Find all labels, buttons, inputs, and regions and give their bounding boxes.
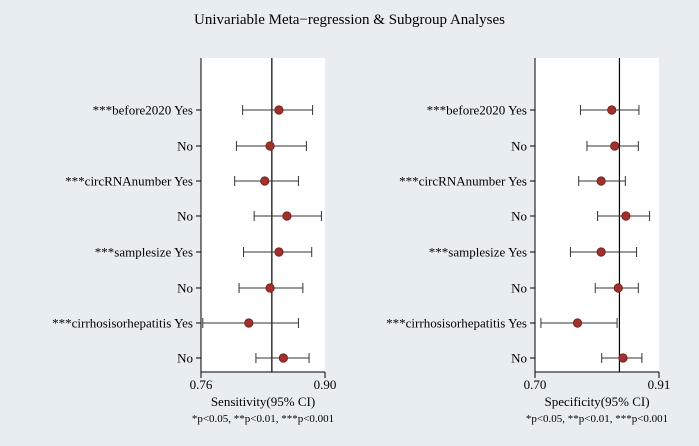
plot-area [201, 58, 325, 372]
row-label: No [511, 209, 527, 224]
figure-title: Univariable Meta−regression & Subgroup A… [194, 12, 505, 28]
row-label: No [177, 139, 193, 154]
point-estimate [613, 283, 623, 293]
row-label: No [511, 351, 527, 366]
point-estimate [282, 211, 292, 221]
point-estimate [265, 283, 275, 293]
forest-row: ***circRNAnumber Yes [65, 174, 299, 189]
row-label: ***samplesize Yes [95, 245, 193, 260]
row-label: No [177, 281, 193, 296]
point-estimate [596, 176, 606, 186]
point-estimate [244, 318, 254, 328]
forest-row: No [177, 139, 307, 154]
forest-row: ***cirrhosisorhepatitis Yes [386, 316, 618, 331]
row-label: ***before2020 Yes [427, 103, 527, 118]
point-estimate [618, 353, 628, 363]
point-estimate [260, 176, 270, 186]
row-label: No [177, 351, 193, 366]
forest-row: No [511, 281, 639, 296]
forest-row: No [511, 209, 651, 224]
point-estimate [278, 353, 288, 363]
x-tick-label: 0.70 [524, 377, 547, 392]
forest-row: No [177, 351, 310, 366]
point-estimate [610, 141, 620, 151]
forest-row: ***before2020 Yes [427, 103, 640, 118]
forest-row: No [177, 281, 304, 296]
point-estimate [274, 105, 284, 115]
forest-row: ***cirrhosisorhepatitis Yes [52, 316, 299, 331]
forest-row: No [177, 209, 322, 224]
row-label: ***cirrhosisorhepatitis Yes [386, 316, 527, 331]
row-label: No [511, 139, 527, 154]
x-axis-title: Specificity(95% CI) [544, 394, 649, 409]
panel-sensitivity: 0.76 0.90 Sensitivity(95% CI) *p<0.05, **p<… [52, 58, 336, 425]
x-tick-label: 0.91 [648, 377, 671, 392]
x-axis-title: Sensitivity(95% CI) [211, 394, 315, 409]
forest-row: No [511, 139, 639, 154]
point-estimate [274, 247, 284, 257]
footnote: *p<0.05, **p<0.01, ***p<0.001 [526, 413, 668, 425]
row-label: ***samplesize Yes [429, 245, 527, 260]
point-estimate [621, 211, 631, 221]
row-label: ***cirrhosisorhepatitis Yes [52, 316, 193, 331]
x-tick-label: 0.76 [190, 377, 213, 392]
row-label: No [177, 209, 193, 224]
row-label: ***circRNAnumber Yes [65, 174, 193, 189]
point-estimate [265, 141, 275, 151]
point-estimate [596, 247, 606, 257]
row-label: ***circRNAnumber Yes [399, 174, 527, 189]
row-label: No [511, 281, 527, 296]
x-tick-label: 0.90 [314, 377, 337, 392]
forest-row: ***samplesize Yes [95, 245, 313, 260]
plot-area [535, 58, 659, 372]
forest-row: ***before2020 Yes [93, 103, 314, 118]
row-label: ***before2020 Yes [93, 103, 193, 118]
forest-row: ***circRNAnumber Yes [399, 174, 626, 189]
footnote: *p<0.05, **p<0.01, ***p<0.001 [192, 413, 334, 425]
point-estimate [572, 318, 583, 328]
panel-specificity: 0.70 0.91 Specificity(95% CI) *p<0.05, **p<… [386, 58, 670, 425]
point-estimate [607, 105, 617, 115]
forest-row: ***samplesize Yes [429, 245, 638, 260]
forest-row: No [511, 351, 643, 366]
